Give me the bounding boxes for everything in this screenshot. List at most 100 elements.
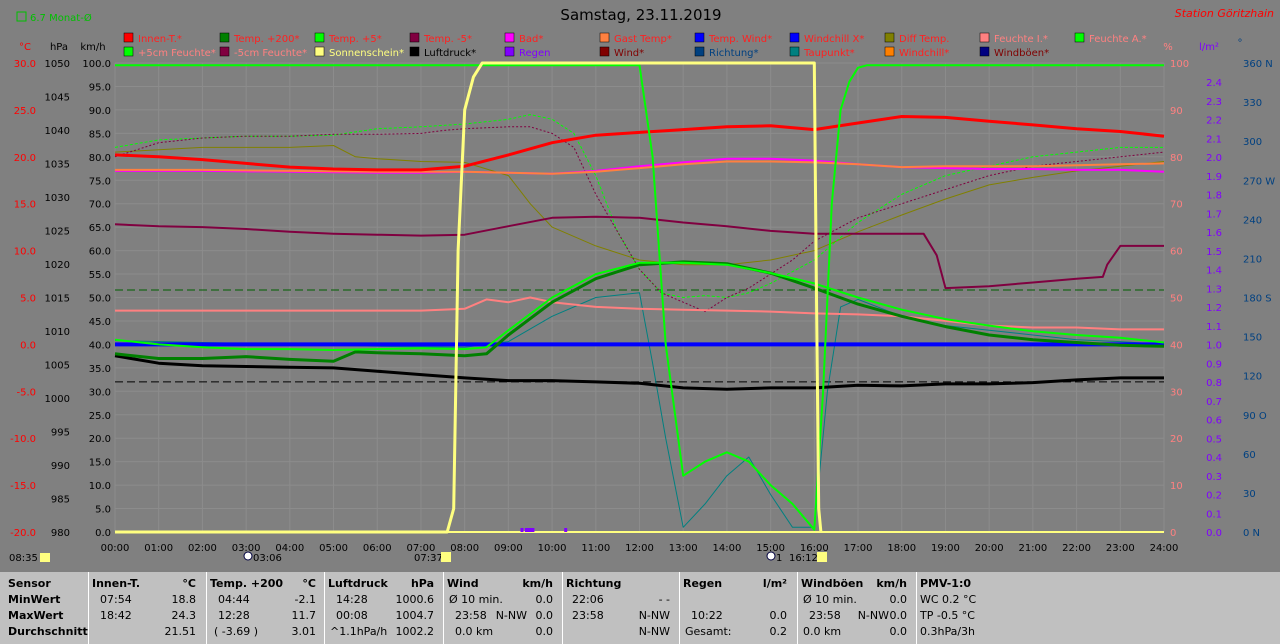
footer-col-windboeen: Windböen km/h Ø 10 min. 0.0 23:58 N-NW 0.0 0… — [801, 576, 913, 640]
legend-swatch[interactable] — [884, 32, 895, 43]
legend-label: Richtung* — [709, 48, 759, 59]
legend-swatch[interactable] — [123, 32, 134, 43]
pmv-taupunkt: TP -0.5 °C — [920, 609, 975, 622]
richtung-avg-value: N-NW — [638, 625, 670, 638]
wind-avg10-label: Ø 10 min. — [449, 593, 503, 606]
legend-swatch[interactable] — [314, 32, 325, 43]
legend-swatch[interactable] — [979, 32, 990, 43]
kmh-tick-label: 60.0 — [89, 247, 111, 258]
rain-mark — [524, 528, 528, 532]
time-tick-label: 21:00 — [1018, 543, 1047, 554]
richtung-min-value: - - — [658, 593, 670, 606]
dir-tick-label: 240 — [1243, 215, 1262, 226]
temp-tick-label: 30.0 — [14, 59, 36, 70]
legend-swatch[interactable] — [789, 46, 800, 57]
legend-label: Windböen* — [994, 48, 1049, 59]
legend-swatch[interactable] — [884, 46, 895, 57]
rain-mark — [564, 528, 568, 532]
legend-swatch[interactable] — [314, 46, 325, 57]
rain-tick-label: 2.3 — [1206, 97, 1222, 108]
footer-col-innen: Innen-T. °C 07:54 18.8 18:42 24.3 21.51 — [92, 576, 202, 640]
legend-swatch[interactable] — [504, 46, 515, 57]
footer-col-richtung: Richtung 22:06 - - 23:58 N-NW N-NW — [566, 576, 676, 640]
rain-tick-label: 1.1 — [1206, 322, 1222, 333]
rain-tick-label: 1.9 — [1206, 172, 1222, 183]
legend-swatch[interactable] — [789, 32, 800, 43]
legend-swatch[interactable] — [409, 32, 420, 43]
rain-mark — [520, 528, 524, 532]
innen-max-time: 18:42 — [100, 609, 132, 622]
kmh-tick-label: 40.0 — [89, 340, 111, 351]
time-tick-label: 13:00 — [669, 543, 698, 554]
kmh-tick-label: 30.0 — [89, 387, 111, 398]
time-tick-label: 02:00 — [188, 543, 217, 554]
unit-pct: % — [1163, 42, 1173, 53]
rain-mark — [531, 528, 535, 532]
footer-head-luftdruck: Luftdruck — [328, 577, 388, 590]
pct-tick-label: 10 — [1170, 481, 1183, 492]
time-tick-label: 09:00 — [494, 543, 523, 554]
hpa-tick-label: 1010 — [45, 327, 70, 338]
luftdruck-avg-value: 1002.2 — [395, 625, 435, 638]
footer-head-windboeen: Windböen — [801, 577, 864, 590]
temp-tick-label: -15.0 — [10, 481, 36, 492]
monat-box[interactable] — [16, 11, 27, 22]
time-tick-label: 20:00 — [975, 543, 1004, 554]
legend-swatch[interactable] — [694, 46, 705, 57]
time-tick-label: 04:00 — [275, 543, 304, 554]
temp200-min-time: 04:44 — [218, 593, 250, 606]
legend-label: Innen-T.* — [138, 34, 182, 45]
pct-tick-label: 30 — [1170, 387, 1183, 398]
legend-swatch[interactable] — [599, 46, 610, 57]
hpa-tick-label: 985 — [51, 495, 70, 506]
statistics-footer: Sensor MinWert MaxWert Durchschnitt Inne… — [0, 572, 1280, 644]
footer-col-sensor: Sensor MinWert MaxWert Durchschnitt — [8, 576, 88, 640]
legend-label: Wind* — [614, 48, 644, 59]
temp200-avg-note: ( -3.69 ) — [214, 625, 259, 638]
time-tick-label: 18:00 — [887, 543, 916, 554]
kmh-tick-label: 80.0 — [89, 153, 111, 164]
footer-head-pmv: PMV-1:0 — [920, 577, 971, 590]
kmh-tick-label: 65.0 — [89, 223, 111, 234]
kmh-tick-label: 75.0 — [89, 176, 111, 187]
time-tick-label: 06:00 — [363, 543, 392, 554]
wind-max-dir: N-NW — [495, 609, 527, 622]
wind-avg-value: 0.0 — [535, 625, 554, 638]
hpa-tick-label: 1000 — [45, 394, 70, 405]
legend-swatch[interactable] — [1074, 32, 1085, 43]
footer-col-temp200: Temp. +200 °C 04:44 -2.1 12:28 11.7 ( -3.69… — [210, 576, 322, 640]
dir-tick-label: 60 — [1243, 450, 1256, 461]
series-temp-5 — [114, 215, 1164, 290]
rain-tick-label: 1.7 — [1206, 209, 1222, 220]
kmh-tick-label: 90.0 — [89, 106, 111, 117]
legend-swatch[interactable] — [219, 32, 230, 43]
sunrise-time: 07:37 — [414, 553, 443, 564]
legend-swatch[interactable] — [599, 32, 610, 43]
hpa-tick-label: 1035 — [45, 160, 70, 171]
sun-icon — [40, 553, 50, 562]
x-axis: 00:00 01:00 02:00 03:00 04:00 05:00 06:00 07:00… — [101, 543, 1179, 554]
richtung-max-value: N-NW — [638, 609, 670, 622]
rain-tick-label: 0.2 — [1206, 491, 1222, 502]
wind-avg10-value: 0.0 — [535, 593, 554, 606]
rain-tick-label: 0.6 — [1206, 416, 1222, 427]
legend-label: Taupunkt* — [803, 48, 855, 59]
temp-tick-label: -10.0 — [10, 434, 36, 445]
legend-swatch[interactable] — [694, 32, 705, 43]
time-tick-label: 00:00 — [101, 543, 130, 554]
time-tick-label: 17:00 — [844, 543, 873, 554]
legend-swatch[interactable] — [123, 46, 134, 57]
footer-unit-windboeen: km/h — [876, 577, 907, 590]
legend-swatch[interactable] — [409, 46, 420, 57]
legend-label: Sonnenschein* — [329, 48, 404, 59]
footer-unit-wind: km/h — [522, 577, 553, 590]
hpa-tick-label: 980 — [51, 528, 70, 539]
legend-swatch[interactable] — [979, 46, 990, 57]
pct-tick-label: 0 — [1170, 528, 1176, 539]
legend-label: Bad* — [519, 34, 543, 45]
legend-swatch[interactable] — [219, 46, 230, 57]
legend-swatch[interactable] — [504, 32, 515, 43]
innen-min-time: 07:54 — [100, 593, 132, 606]
dir-tick-label: 360 N — [1243, 59, 1273, 70]
hpa-tick-label: 1025 — [45, 227, 70, 238]
